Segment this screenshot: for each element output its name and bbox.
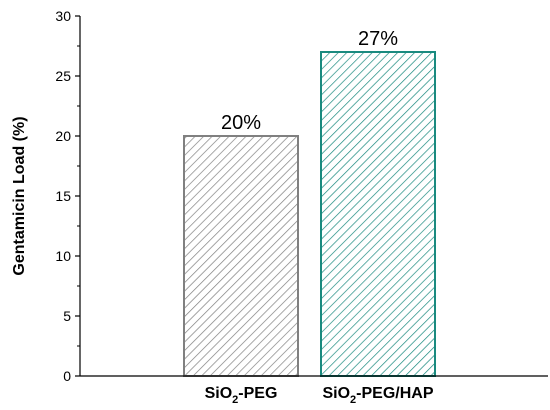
y-tick-label-0: 0 [63, 368, 71, 384]
y-tick-label-5: 5 [63, 308, 71, 324]
y-tick-label-20: 20 [55, 128, 71, 144]
y-tick-label-10: 10 [55, 248, 71, 264]
y-tick-label-25: 25 [55, 68, 71, 84]
y-tick-label-30: 30 [55, 8, 71, 24]
axes-layer: 0 5 10 15 20 25 30 [55, 8, 548, 384]
y-axis-title: Gentamicin Load (%) [11, 116, 28, 275]
y-tick-label-15: 15 [55, 188, 71, 204]
bar-1 [183, 135, 299, 377]
x-tick-label-2: SiO2-PEG/HAP [322, 385, 433, 406]
labels-layer: 20% SiO2-PEG 27% SiO2-PEG/HAP [205, 28, 434, 406]
x-tick-label-1: SiO2-PEG [205, 385, 278, 406]
data-label-1: 20% [221, 112, 261, 134]
data-label-2: 27% [358, 28, 398, 50]
bar-2 [320, 51, 436, 377]
bars-layer [183, 51, 436, 377]
